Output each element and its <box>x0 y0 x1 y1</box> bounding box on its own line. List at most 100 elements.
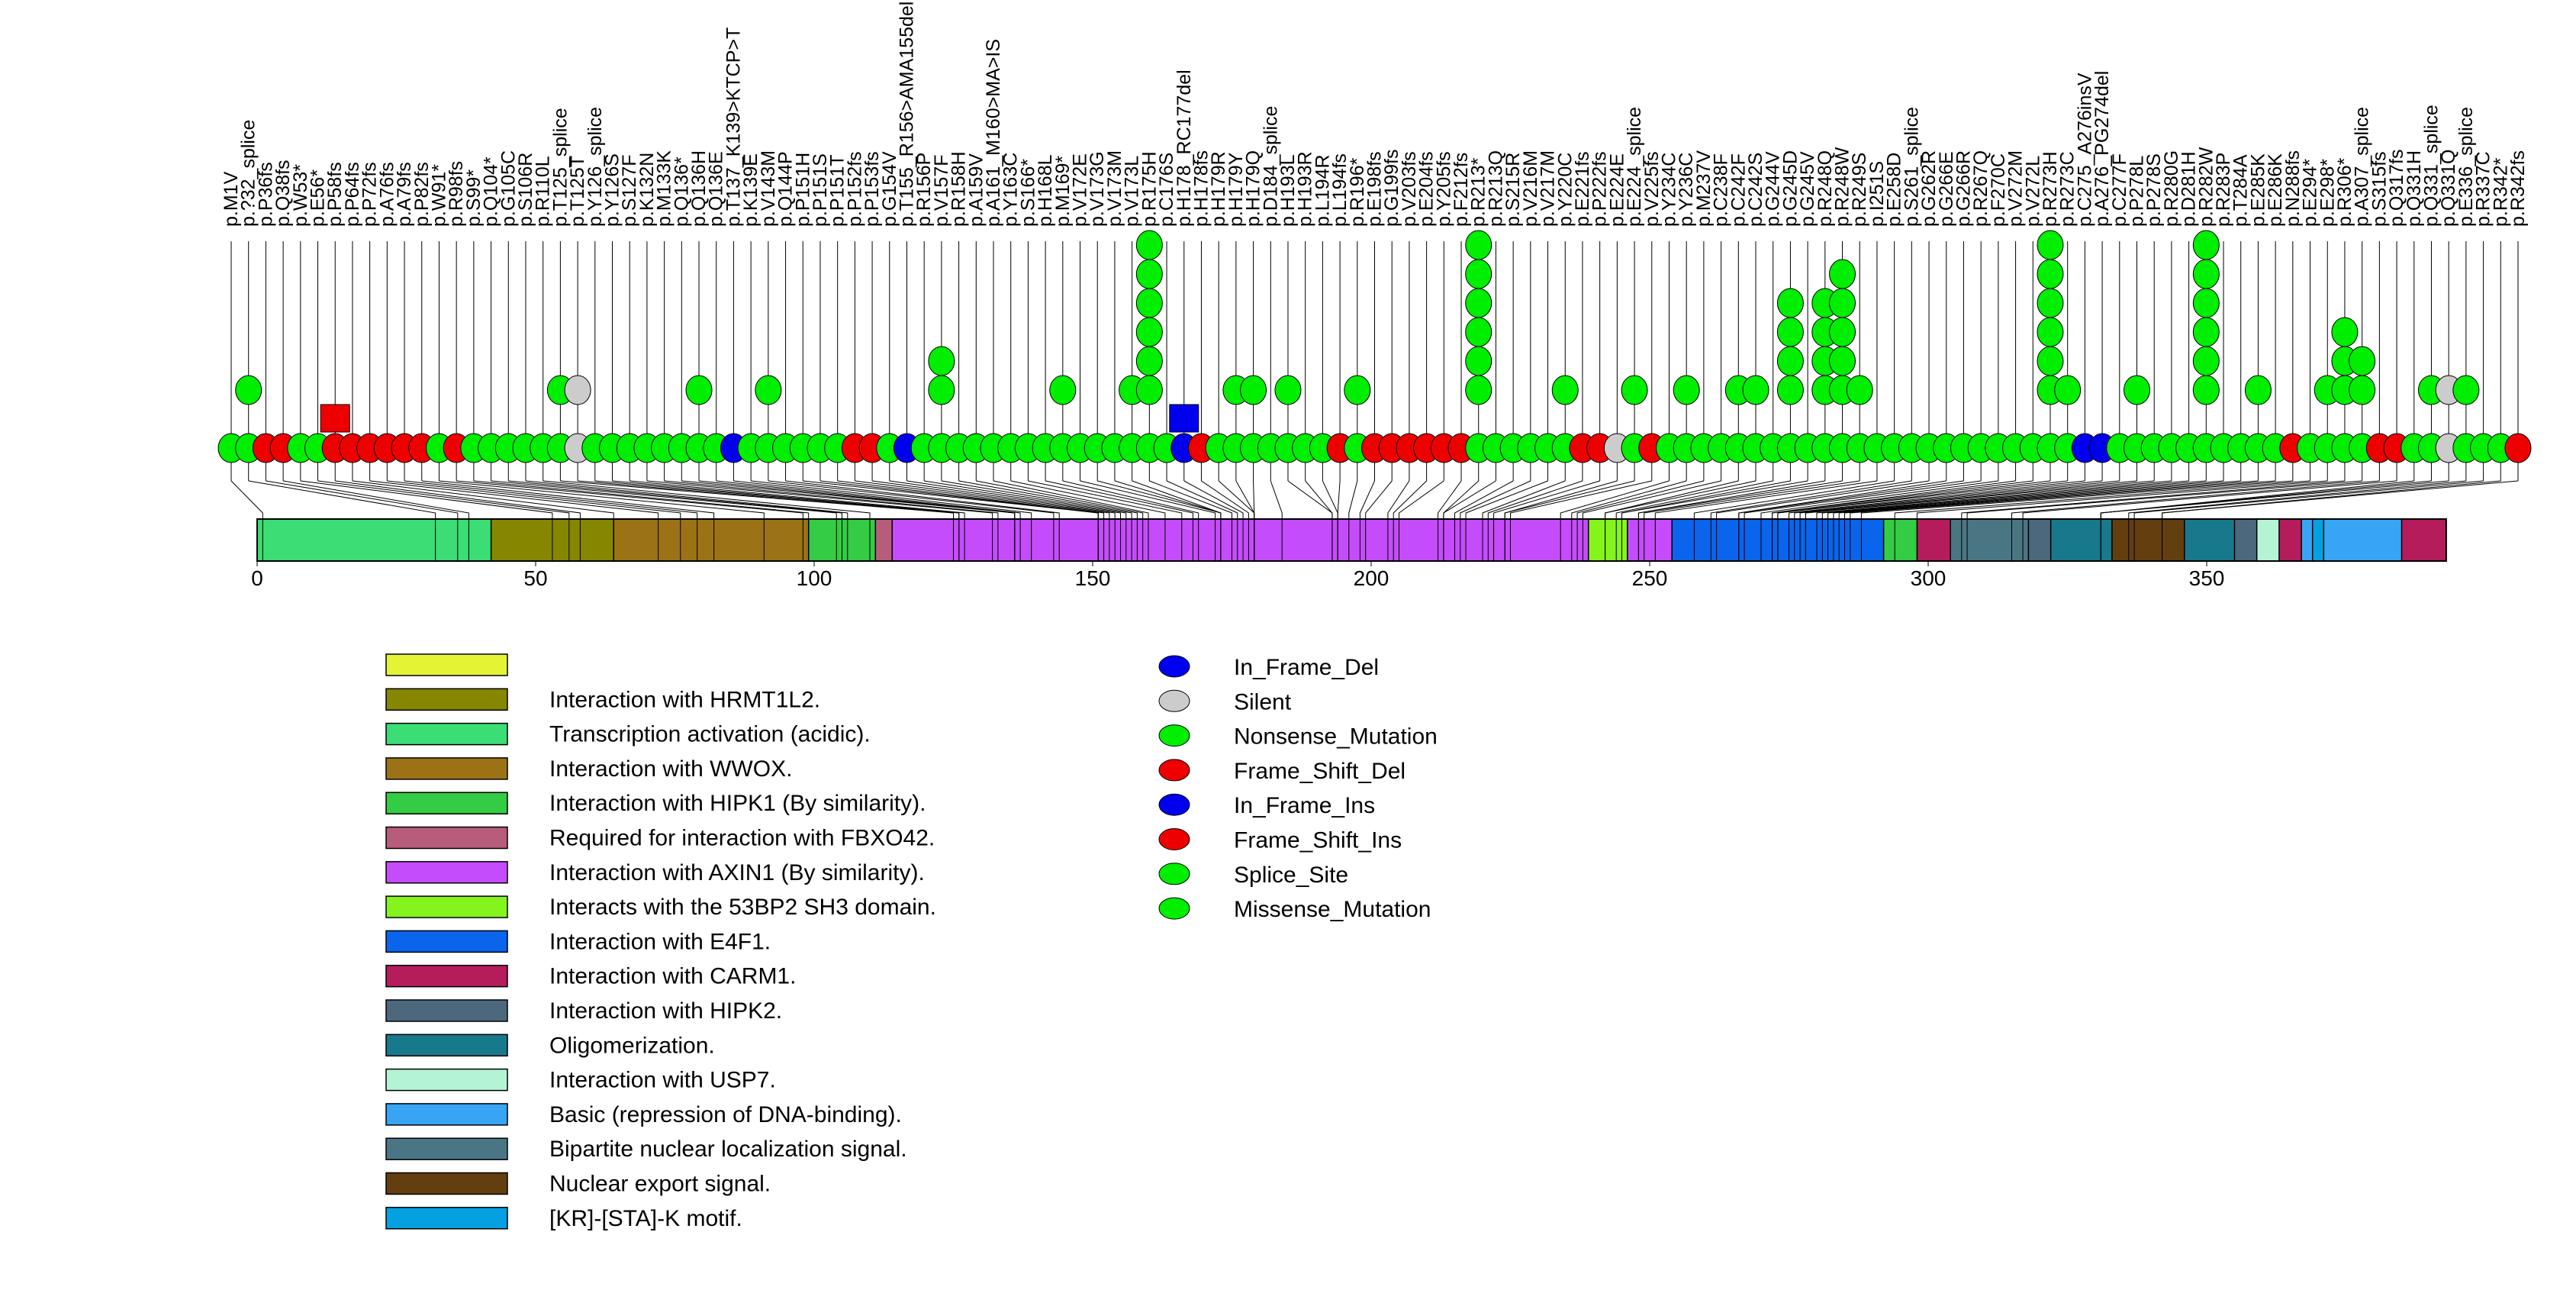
mutation-label: p.F212fs <box>1451 153 1472 227</box>
domain-legend-swatch <box>385 722 508 746</box>
mutation-dot <box>755 375 782 405</box>
mutation-label: p.Q331H <box>2404 150 2425 227</box>
mutation-label: p.R196* <box>1347 157 1368 227</box>
connector-line <box>612 480 960 519</box>
domain-legend-label: Interaction with WWOX. <box>549 756 792 782</box>
mutation-label: p.K132N <box>636 153 658 227</box>
connector-line <box>1644 480 1860 519</box>
connector-line <box>1582 480 1721 519</box>
x-tick-label: 150 <box>1075 566 1111 590</box>
connector-line <box>1454 480 1514 519</box>
connector-line <box>1387 480 1410 519</box>
mutation-dot <box>2192 288 2220 318</box>
mutation-label: p.G245V <box>1797 151 1818 227</box>
mutation-label: p.Q136* <box>671 156 692 227</box>
connector-line <box>508 480 842 519</box>
connector-line <box>1916 480 2328 519</box>
connector-line <box>1844 480 2259 519</box>
connector-line <box>768 480 1055 519</box>
mutation-dot <box>1049 375 1077 405</box>
mutation-label: p.Q331_splice <box>2420 105 2442 227</box>
mutation-type-legend-dot <box>1158 759 1190 782</box>
mutation-label: p.G105C <box>497 150 519 227</box>
domain-legend-label: Transcription activation (acidic). <box>549 722 871 747</box>
connector-line <box>1576 480 1705 519</box>
connector-line <box>837 480 1099 519</box>
protein-domain <box>2184 518 2241 562</box>
domain-legend-label: Oligomerization. <box>549 1033 715 1058</box>
connector-line <box>1654 480 1878 519</box>
mutation-dot <box>235 375 262 405</box>
mutation-label: p.Y126S <box>602 153 623 227</box>
connector-line <box>283 480 469 519</box>
mutation-label: p.S166* <box>1017 159 1038 227</box>
protein-domain <box>256 518 497 562</box>
connector-line <box>1443 480 1496 519</box>
mutation-labels: p.M1Vp.?32_splicep.P36fsp.Q38fsp.W53*p.E… <box>221 2 2529 227</box>
mutation-label: p.R248W <box>1832 147 1853 227</box>
connector-line <box>1621 480 1791 519</box>
x-tick-label: 50 <box>523 566 547 590</box>
x-tick-label: 250 <box>1632 566 1668 590</box>
mutation-label: p.V172E <box>1070 153 1091 227</box>
x-axis: 0 50 100 150 200 250 300 350 <box>251 561 2224 590</box>
mutation-dot <box>2331 317 2359 347</box>
mutation-label: p.K139E <box>740 153 762 227</box>
mutation-type-legend-label: Splice_Site <box>1234 863 1348 888</box>
mutation-label: p.H178fs <box>1190 150 1212 227</box>
mutation-label: p.I251S <box>1866 161 1888 227</box>
mutation-label: p.E258D <box>1884 153 1905 227</box>
domain-legend-label: Bipartite nuclear localization signal. <box>549 1137 907 1162</box>
connector-line <box>1772 480 2033 519</box>
connector-line <box>1365 480 1393 519</box>
mutation-label: p.E204fs <box>1416 151 1438 227</box>
domain-legend-swatch <box>385 1172 508 1195</box>
mutation-label: p.Y234C <box>1658 153 1679 227</box>
mutation-label: p.G199fs <box>1381 150 1402 227</box>
mutation-label: p.R110L <box>533 156 554 227</box>
mutation-type-legend-dot <box>1158 828 1190 850</box>
mutation-label: p.D184_splice <box>1260 106 1281 227</box>
mutation-label: p.R273C <box>2057 151 2079 227</box>
mutation-marker <box>320 404 350 433</box>
domain-legend-swatch <box>385 1207 508 1230</box>
mutation-dot <box>1274 375 1302 405</box>
mutation-label: p.V217M <box>1538 150 1559 227</box>
connector-line <box>421 480 715 519</box>
mutation-label: p.P278L <box>2127 156 2148 227</box>
mutation-dot <box>2037 230 2064 260</box>
mutation-label: p.S215R <box>1502 153 1524 227</box>
connector-line <box>646 480 993 519</box>
x-tick-label: 200 <box>1354 566 1389 590</box>
connector-line <box>1860 480 2293 519</box>
protein-domain <box>1627 518 1679 562</box>
connector-line <box>2162 480 2519 519</box>
mutation-type-legend-dot <box>1158 655 1190 678</box>
mutation-label: p.H179R <box>1208 151 1229 227</box>
connector-line <box>785 480 1060 519</box>
mutation-dot <box>1829 317 1856 347</box>
protein-domain <box>2401 518 2447 562</box>
mutation-dot <box>1135 259 1163 289</box>
domain-legend-swatch <box>385 826 508 850</box>
connector-line <box>1482 480 1566 519</box>
mutation-dot <box>2037 259 2064 289</box>
mutation-dot <box>1846 375 1873 405</box>
connector-line <box>1966 480 2362 519</box>
connector-line <box>1777 480 2068 519</box>
mutation-label: p.R306* <box>2334 157 2355 227</box>
mutation-label: p.P82fs <box>411 162 433 227</box>
mutation-label: p.T155_R156>AMA155del <box>896 2 917 227</box>
mutation-dot <box>1551 375 1579 405</box>
connector-line <box>1010 480 1166 519</box>
mutation-label: p.L194R <box>1312 154 1333 227</box>
mutation-label: p.R283P <box>2213 153 2234 227</box>
connector-line <box>1738 480 1964 519</box>
mutation-label: p.H193L <box>1277 154 1299 227</box>
mutation-label: p.S99* <box>463 169 485 227</box>
mutation-dot <box>2244 375 2272 405</box>
domain-legend-swatch <box>385 1137 508 1160</box>
mutation-label: p.C176S <box>1156 153 1177 227</box>
mutation-label: p.R158H <box>948 151 970 227</box>
connector-line <box>733 480 1021 519</box>
